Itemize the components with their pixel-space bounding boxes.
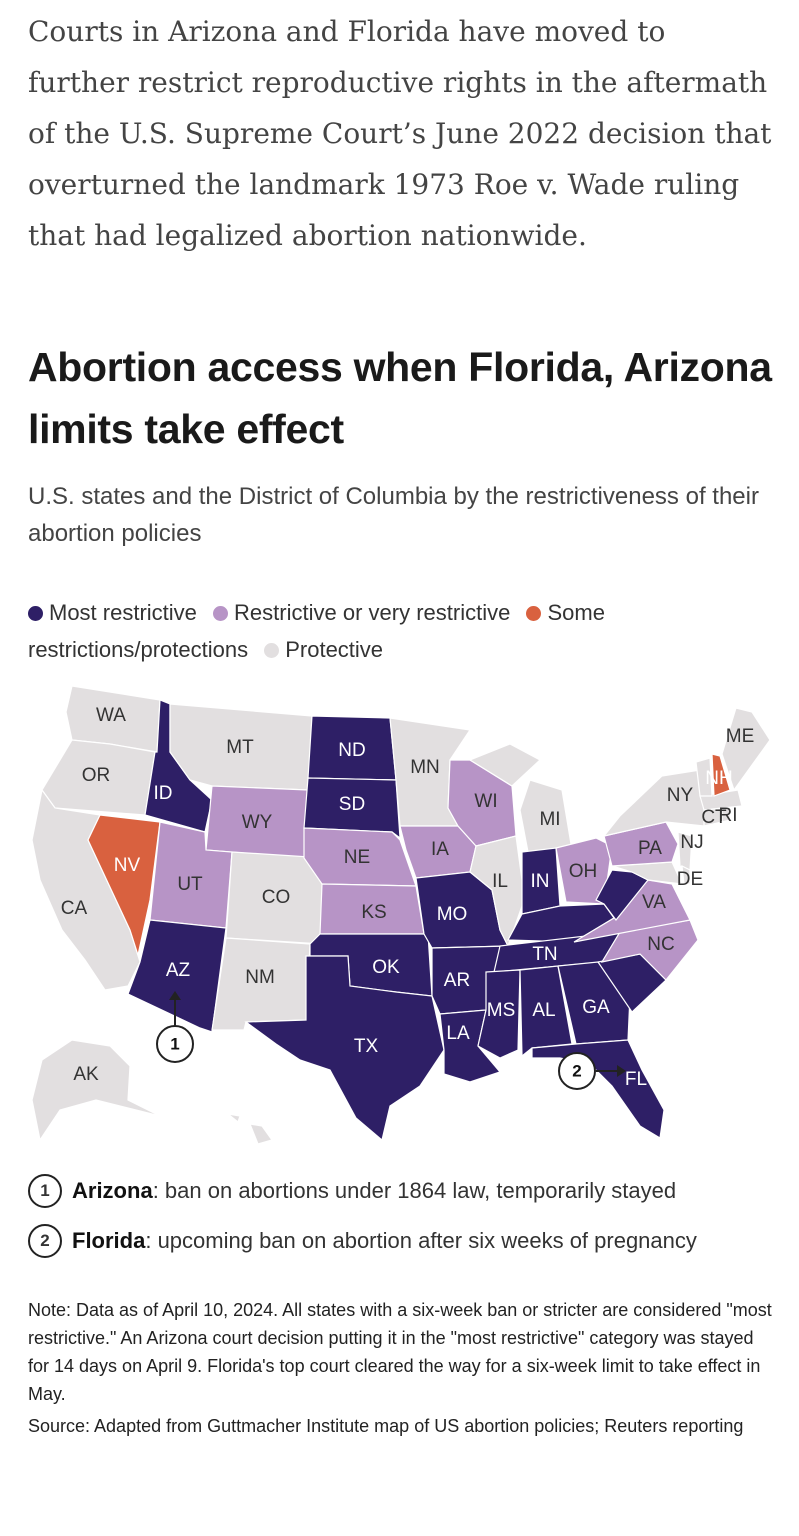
legend-item-most-restrictive: Most restrictive xyxy=(28,600,197,625)
callout-note-state: Arizona xyxy=(72,1178,153,1203)
state-label-de: DE xyxy=(677,869,703,890)
footnote: Note: Data as of April 10, 2024. All sta… xyxy=(28,1296,773,1440)
state-vt xyxy=(695,757,713,797)
state-label-ny: NY xyxy=(667,785,694,806)
state-label-ks: KS xyxy=(361,902,386,923)
state-label-ct: CT xyxy=(701,807,727,828)
state-label-wy: WY xyxy=(242,812,273,833)
state-label-ar: AR xyxy=(444,970,470,991)
state-hi xyxy=(225,1113,273,1145)
legend-label: Protective xyxy=(285,637,384,662)
state-label-ms: MS xyxy=(487,1000,516,1021)
state-label-ak: AK xyxy=(73,1064,99,1085)
state-label-il: IL xyxy=(492,871,508,892)
state-tx xyxy=(244,955,445,1142)
state-label-nj: NJ xyxy=(680,832,703,853)
state-label-wi: WI xyxy=(474,791,497,812)
callout-1-marker xyxy=(156,1025,194,1063)
callout-2-marker xyxy=(558,1052,596,1090)
state-nh xyxy=(711,753,731,797)
callout-notes: 1 Arizona: ban on abortions under 1864 l… xyxy=(28,1166,773,1266)
state-label-ok: OK xyxy=(372,957,400,978)
note-text: Note: Data as of April 10, 2024. All sta… xyxy=(28,1300,772,1404)
state-label-az: AZ xyxy=(166,960,191,981)
legend: Most restrictive Restrictive or very res… xyxy=(28,594,773,668)
state-label-nv: NV xyxy=(114,855,141,876)
callout-2-arrow xyxy=(617,1065,626,1077)
callout-1-number: 1 xyxy=(170,1034,179,1053)
legend-swatch xyxy=(526,606,542,621)
legend-item-restrictive: Restrictive or very restrictive xyxy=(213,600,510,625)
state-label-id: ID xyxy=(154,783,173,804)
state-label-ca: CA xyxy=(61,898,88,919)
state-sd xyxy=(303,777,401,840)
callout-note-marker: 1 xyxy=(28,1174,62,1208)
state-oh xyxy=(555,837,613,905)
state-label-me: ME xyxy=(726,726,755,747)
state-label-nh: NH xyxy=(705,768,732,789)
map-callouts: 1 2 xyxy=(156,991,626,1090)
state-fl xyxy=(531,1039,665,1139)
state-label-ga: GA xyxy=(582,997,610,1018)
chart-subtitle: U.S. states and the District of Columbia… xyxy=(28,483,759,547)
state-label-pa: PA xyxy=(638,838,662,859)
callout-note-2: 2 Florida: upcoming ban on abortion afte… xyxy=(28,1216,773,1266)
state-label-in: IN xyxy=(531,871,550,892)
state-label-tn: TN xyxy=(532,944,557,965)
state-de xyxy=(681,864,691,885)
callout-note-1: 1 Arizona: ban on abortions under 1864 l… xyxy=(28,1166,773,1216)
callout-note-text: : ban on abortions under 1864 law, tempo… xyxy=(152,1178,677,1203)
state-label-ri: RI xyxy=(719,805,738,826)
state-label-mi: MI xyxy=(539,809,560,830)
legend-item-protective: Protective xyxy=(264,637,383,662)
state-label-sd: SD xyxy=(339,794,365,815)
state-label-wa: WA xyxy=(96,705,126,726)
state-me xyxy=(721,707,771,792)
us-map: WA OR CA NV ID MT WY UT AZ CO NM ND SD NE KS OK TX MN IA MO… xyxy=(31,685,771,1145)
callout-note-text: : upcoming ban on abortion after six wee… xyxy=(145,1228,697,1253)
legend-item-some-restrictions: Some restrictions/protections xyxy=(28,600,605,662)
state-label-mn: MN xyxy=(410,757,440,778)
state-label-al: AL xyxy=(532,1000,555,1021)
state-label-va: VA xyxy=(642,892,666,913)
callout-note-marker: 2 xyxy=(28,1224,62,1258)
legend-label: Most restrictive xyxy=(49,600,197,625)
state-label-ut: UT xyxy=(177,874,203,895)
state-label-co: CO xyxy=(262,887,291,908)
legend-swatch xyxy=(264,643,280,658)
state-label-or: OR xyxy=(82,765,111,786)
state-label-la: LA xyxy=(446,1023,470,1044)
state-az xyxy=(127,919,227,1033)
state-label-nc: NC xyxy=(647,934,674,955)
state-label-nd: ND xyxy=(338,740,365,761)
state-label-mt: MT xyxy=(226,737,254,758)
callout-2-number: 2 xyxy=(572,1061,581,1080)
state-label-ia: IA xyxy=(431,839,449,860)
legend-swatch xyxy=(213,606,229,621)
state-label-ne: NE xyxy=(344,847,370,868)
state-label-tx: TX xyxy=(354,1036,379,1057)
chart-title: Abortion access when Florida, Arizona li… xyxy=(28,344,772,452)
callout-1-arrow xyxy=(169,991,181,1000)
state-label-oh: OH xyxy=(569,861,598,882)
intro-paragraph: Courts in Arizona and Florida have moved… xyxy=(28,15,772,252)
legend-label: Some restrictions/protections xyxy=(28,600,605,662)
state-label-nm: NM xyxy=(245,967,275,988)
callout-note-state: Florida xyxy=(72,1228,146,1253)
state-ak xyxy=(31,1039,161,1142)
legend-swatch xyxy=(28,606,43,621)
state-label-mo: MO xyxy=(437,904,468,925)
state-label-fl: FL xyxy=(625,1069,647,1090)
legend-label: Restrictive or very restrictive xyxy=(234,600,511,625)
source-text: Source: Adapted from Guttmacher Institut… xyxy=(28,1416,744,1436)
